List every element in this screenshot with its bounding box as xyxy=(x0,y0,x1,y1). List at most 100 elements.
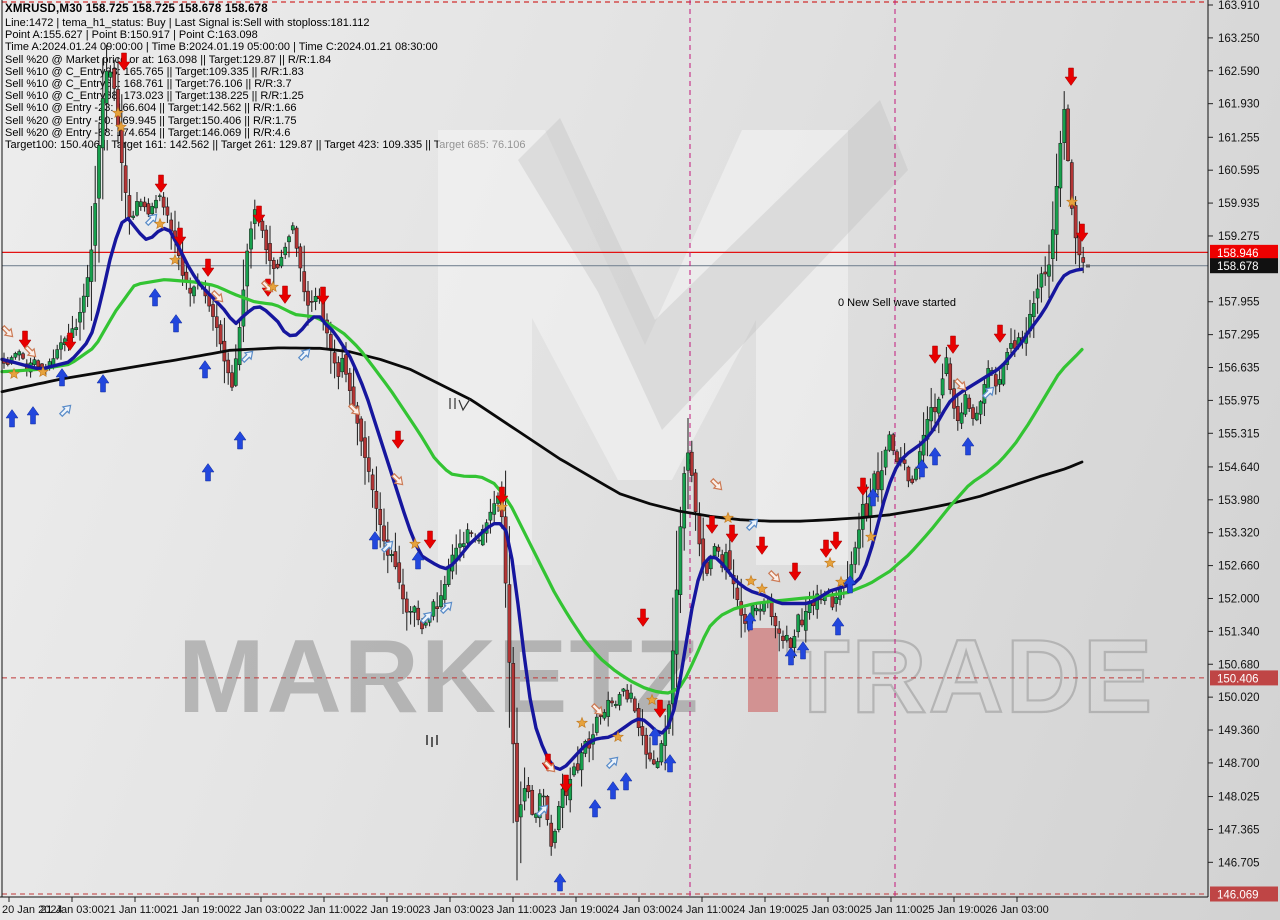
price-tick-label: 155.315 xyxy=(1218,428,1260,440)
buy-arrow-icon xyxy=(553,873,567,892)
candles-layer xyxy=(2,44,1090,881)
brand-watermark: MARKETZ TRADE xyxy=(178,100,1154,736)
sell-arrow-icon xyxy=(856,477,870,496)
time-tick-label: 22 Jan 11:00 xyxy=(293,904,356,916)
svg-text:158.946: 158.946 xyxy=(1217,248,1259,260)
star-icon xyxy=(112,106,124,119)
price-tick-label: 161.930 xyxy=(1218,99,1260,111)
price-tick-label: 146.705 xyxy=(1218,857,1260,869)
hollow-up-arrow-icon xyxy=(605,756,619,770)
buy-arrow-icon xyxy=(606,781,620,800)
time-tick-label: 21 Jan 03:00 xyxy=(40,904,104,916)
sell-arrow-icon xyxy=(559,774,573,793)
buy-arrow-icon xyxy=(866,488,880,507)
svg-text:150.406: 150.406 xyxy=(1217,673,1259,685)
star-icon xyxy=(496,500,508,513)
star-icon xyxy=(169,253,181,266)
ma-fast-line xyxy=(0,216,1084,771)
buy-arrow-icon xyxy=(743,612,757,631)
sell-arrow-icon xyxy=(173,227,187,246)
star-icon xyxy=(267,280,279,293)
sell-arrow-icon xyxy=(316,286,330,305)
time-tick-label: 21 Jan 19:00 xyxy=(166,904,230,916)
price-tick-label: 153.320 xyxy=(1218,528,1260,540)
price-badge: 158.678 xyxy=(1210,258,1278,274)
buy-arrow-icon xyxy=(55,368,69,387)
sell-arrow-icon xyxy=(788,562,802,581)
buy-arrow-icon xyxy=(663,754,677,773)
indicator-line-status: Line:1472 | tema_h1_status: Buy | Last S… xyxy=(5,17,370,29)
time-tick-label: 23 Jan 19:00 xyxy=(544,904,608,916)
hollow-up-arrow-icon xyxy=(419,611,433,625)
buy-arrow-icon xyxy=(26,406,40,425)
price-tick-label: 157.955 xyxy=(1218,297,1260,309)
sell-arrow-icon xyxy=(423,530,437,549)
sell-arrow-icon xyxy=(636,608,650,627)
sell-arrow-icon xyxy=(391,430,405,449)
indicator-line-sell-entry-88: Sell %20 @ Entry -88: 174.654 || Target:… xyxy=(5,126,291,139)
price-tick-label: 162.590 xyxy=(1218,66,1260,78)
brand-swoosh xyxy=(518,100,908,430)
hollow-up-arrow-icon xyxy=(144,213,158,227)
sell-arrow-icon xyxy=(993,324,1007,343)
sell-arrow-icon xyxy=(946,335,960,354)
svg-text:158.678: 158.678 xyxy=(1217,261,1259,273)
indicator-line-sell-entry-50: Sell %20 @ Entry -50: 169.945 || Target:… xyxy=(5,114,297,127)
watermark-text-right: TRADE xyxy=(786,619,1154,735)
star-icon xyxy=(646,693,658,706)
sell-arrow-icon xyxy=(495,486,509,505)
time-tick-label: 23 Jan 11:00 xyxy=(482,904,545,916)
sell-arrow-icon xyxy=(829,531,843,550)
buy-arrow-icon xyxy=(588,799,602,818)
star-icon xyxy=(37,365,49,378)
buy-arrow-icon xyxy=(915,459,929,478)
time-tick-label: 26 Jan 03:00 xyxy=(985,904,1049,916)
sell-arrow-icon xyxy=(928,345,942,364)
buy-arrow-icon xyxy=(411,551,425,570)
sell-arrow-icon xyxy=(705,515,719,534)
hollow-up-arrow-icon xyxy=(745,518,759,532)
buy-arrow-icon xyxy=(368,531,382,550)
sell-arrow-icon xyxy=(18,330,32,349)
price-tick-label: 149.360 xyxy=(1218,725,1260,737)
price-tick-label: 148.025 xyxy=(1218,792,1260,804)
star-icon xyxy=(824,556,836,569)
buy-arrow-icon xyxy=(5,409,19,428)
brand-m-logo xyxy=(438,130,848,565)
price-tick-label: 161.255 xyxy=(1218,132,1260,144)
symbol-ohlc-line: XMRUSD,M30 158.725 158.725 158.678 158.6… xyxy=(5,3,268,15)
ma-mid-line xyxy=(0,278,1084,695)
hollow-down-arrow-icon xyxy=(590,702,604,716)
star-icon xyxy=(154,217,166,230)
price-tick-label: 157.295 xyxy=(1218,330,1260,342)
check-glyph xyxy=(458,398,471,412)
buy-arrow-icon xyxy=(198,360,212,379)
buy-arrow-icon xyxy=(784,647,798,666)
price-badge: 146.069 xyxy=(1210,886,1278,902)
buy-arrow-icon xyxy=(648,727,662,746)
sell-arrow-icon xyxy=(154,174,168,193)
price-tick-label: 155.975 xyxy=(1218,395,1260,407)
time-tick-label: 22 Jan 19:00 xyxy=(355,904,419,916)
price-tick-label: 152.660 xyxy=(1218,561,1260,573)
buy-arrow-icon xyxy=(169,314,183,333)
price-tick-label: 148.700 xyxy=(1218,758,1260,770)
price-axis[interactable]: 163.910 163.250 162.590 161.930 161.255 160.5… xyxy=(1208,0,1278,902)
buy-arrow-icon xyxy=(843,575,857,594)
hollow-up-arrow-icon xyxy=(240,350,254,364)
price-badge: 150.406 xyxy=(1210,670,1278,686)
hollow-up-arrow-icon xyxy=(439,601,453,615)
sell-arrow-icon xyxy=(1075,223,1089,242)
hollow-down-arrow-icon xyxy=(390,472,404,486)
price-badge: 158.946 xyxy=(1210,244,1278,260)
price-tick-label: 150.680 xyxy=(1218,659,1260,671)
star-icon xyxy=(115,120,127,133)
indicator-line-sell-entry-23: Sell %10 @ Entry -23: 166.604 || Target:… xyxy=(5,102,297,115)
hollow-down-arrow-icon xyxy=(709,477,723,491)
sell-arrow-icon xyxy=(63,332,77,351)
price-tick-label: 163.910 xyxy=(1218,0,1260,12)
time-tick-label: 25 Jan 19:00 xyxy=(922,904,986,916)
star-icon xyxy=(722,511,734,524)
